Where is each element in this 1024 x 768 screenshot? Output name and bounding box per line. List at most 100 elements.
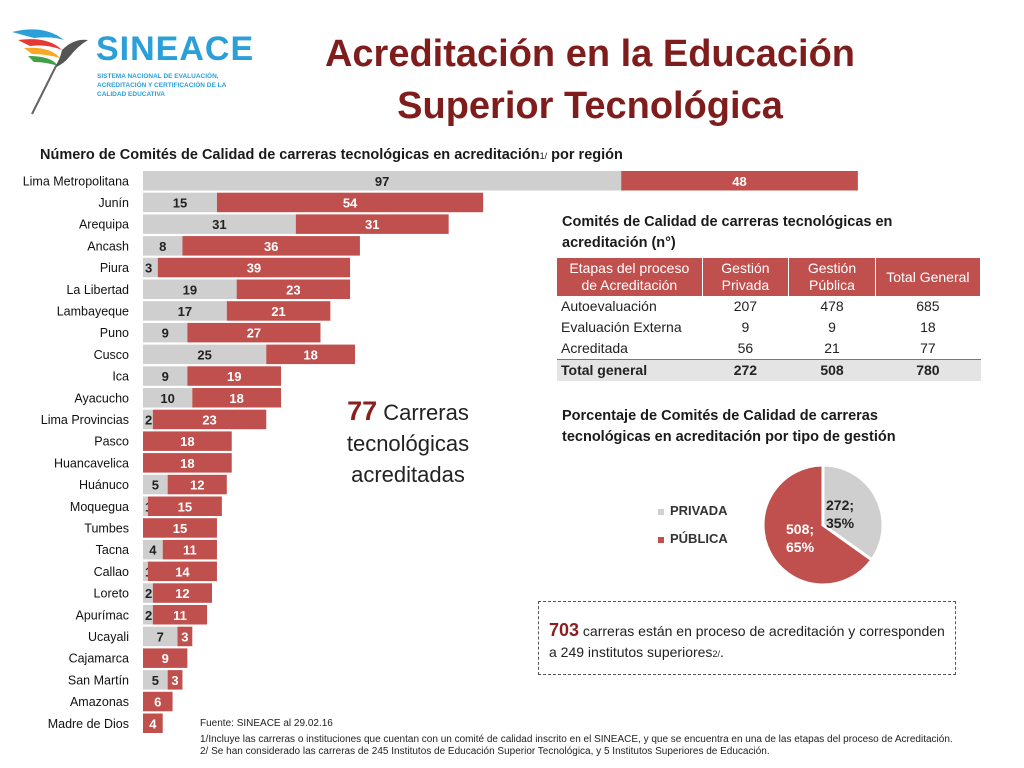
bar-privada [143, 257, 158, 278]
legend-label-publica: PÚBLICA [670, 531, 728, 546]
category-label: Piura [100, 261, 129, 275]
table-cell: 478 [820, 298, 844, 314]
table-cell: 9 [828, 319, 836, 335]
data-label-publica: 9 [162, 651, 169, 666]
bar-privada [143, 496, 148, 516]
data-label-privada: 9 [162, 369, 169, 384]
table-header-privada: Gestión Privada [702, 258, 790, 296]
in-process-description: carreras están en proceso de acreditació… [549, 623, 945, 660]
table-header-total: Total General [875, 258, 982, 296]
data-label-publica: 18 [180, 456, 194, 471]
category-label: Tumbes [84, 521, 129, 535]
table-cell: Acreditada [561, 340, 628, 356]
data-label-privada: 2 [145, 586, 152, 601]
logo-subtitle: SISTEMA NACIONAL DE EVALUACIÓN, ACREDITA… [97, 73, 227, 98]
category-label: Loreto [94, 587, 129, 601]
accredited-count: 77 [347, 396, 378, 426]
data-label-publica: 48 [732, 174, 746, 189]
category-label: Moquegua [70, 500, 129, 514]
footnote-2: 2/ Se han considerado las carreras de 24… [200, 746, 770, 757]
bar-publica [295, 214, 449, 234]
in-process-footnote-ref: 2/ [712, 649, 720, 659]
data-label-privada: 97 [375, 174, 389, 189]
bar-publica [157, 257, 351, 278]
data-label-publica: 39 [247, 261, 261, 276]
table-cell: 780 [875, 359, 981, 381]
data-label-privada: 2 [145, 608, 152, 623]
data-label-publica: 3 [181, 629, 188, 644]
bar-publica [182, 236, 360, 256]
pie-label-privada-value: 272; [826, 497, 855, 513]
data-label-privada: 5 [152, 673, 159, 688]
table-row: Acreditada 56 21 77 [557, 338, 981, 360]
data-label-privada: 7 [157, 629, 164, 644]
table-cell: 685 [916, 298, 940, 314]
bar-privada [143, 171, 622, 191]
data-label-publica: 15 [173, 521, 187, 536]
table-cell: 207 [733, 298, 758, 314]
bar-privada [143, 539, 163, 560]
bar-privada [143, 301, 227, 321]
legend-label-privada: PRIVADA [670, 503, 728, 518]
bar-privada [143, 626, 178, 647]
table-cell: 272 [702, 359, 789, 381]
bar-publica [167, 670, 183, 690]
bar-publica [266, 344, 355, 365]
accredited-callout-line-1: 77 Carreras [318, 396, 498, 428]
bar-publica [152, 583, 213, 603]
bar-publica [147, 496, 222, 516]
bar-publica [216, 192, 484, 213]
data-label-publica: 54 [343, 195, 358, 210]
bar-privada [143, 366, 188, 386]
data-label-publica: 11 [173, 608, 187, 623]
table-header-stage: Etapas del proceso de Acreditación [557, 258, 703, 296]
data-label-privada: 3 [145, 261, 152, 276]
accredited-text-2: tecnológicas [346, 431, 470, 456]
category-label: Ica [112, 370, 129, 384]
data-label-privada: 17 [178, 304, 192, 319]
bar-privada [143, 583, 153, 603]
bar-chart-title-text: Número de Comités de Calidad de carreras… [40, 147, 540, 163]
footnotes: Fuente: SINEACE al 29.02.16 1/Incluye la… [200, 718, 1000, 759]
data-label-privada: 2 [145, 412, 152, 427]
data-label-publica: 4 [149, 716, 157, 731]
bar-publica [187, 322, 321, 343]
data-label-publica: 14 [175, 564, 190, 579]
table-cell: 18 [920, 319, 936, 335]
data-label-publica: 21 [271, 304, 285, 319]
table-title: Comités de Calidad de carreras tecnológi… [562, 214, 893, 251]
data-label-publica: 15 [178, 499, 192, 514]
bar-publica [143, 648, 188, 668]
category-label: Arequipa [79, 218, 129, 232]
bar-privada [143, 388, 193, 408]
data-label-privada: 10 [160, 391, 174, 406]
table-header-publica: Gestión Pública [788, 258, 876, 296]
category-label: La Libertad [66, 283, 129, 297]
table-cell: 21 [824, 340, 840, 356]
bar-publica [147, 561, 217, 582]
bar-privada [143, 214, 296, 234]
data-label-publica: 12 [190, 478, 204, 493]
bar-publica [226, 301, 331, 321]
table-cell: 508 [788, 359, 876, 381]
data-label-privada: 4 [149, 543, 157, 558]
stages-table: Etapas del proceso de Acreditación Gesti… [557, 258, 982, 381]
bar-privada [143, 605, 153, 625]
table-cell: Autoevaluación [561, 298, 657, 314]
category-label: Amazonas [70, 695, 129, 709]
category-label: Cusco [94, 348, 129, 362]
pie-label-publica-value: 508; [786, 521, 815, 537]
category-label: Ayacucho [74, 391, 129, 405]
bar-privada [143, 670, 168, 690]
pie-label-publica-pct: 65% [786, 539, 815, 555]
category-label: Pasco [94, 435, 129, 449]
table-cell: Total general [557, 359, 703, 381]
pie-title: Porcentaje de Comités de Calidad de carr… [562, 408, 896, 445]
data-label-privada: 15 [173, 195, 187, 210]
category-label: Madre de Dios [48, 717, 129, 731]
accredited-text-3: acreditadas [351, 462, 465, 487]
in-process-callout: 703 carreras están en proceso de acredit… [538, 601, 956, 675]
pie-slice-privada [821, 463, 885, 562]
table-cell: Evaluación Externa [561, 319, 682, 335]
category-label: Tacna [96, 543, 129, 557]
